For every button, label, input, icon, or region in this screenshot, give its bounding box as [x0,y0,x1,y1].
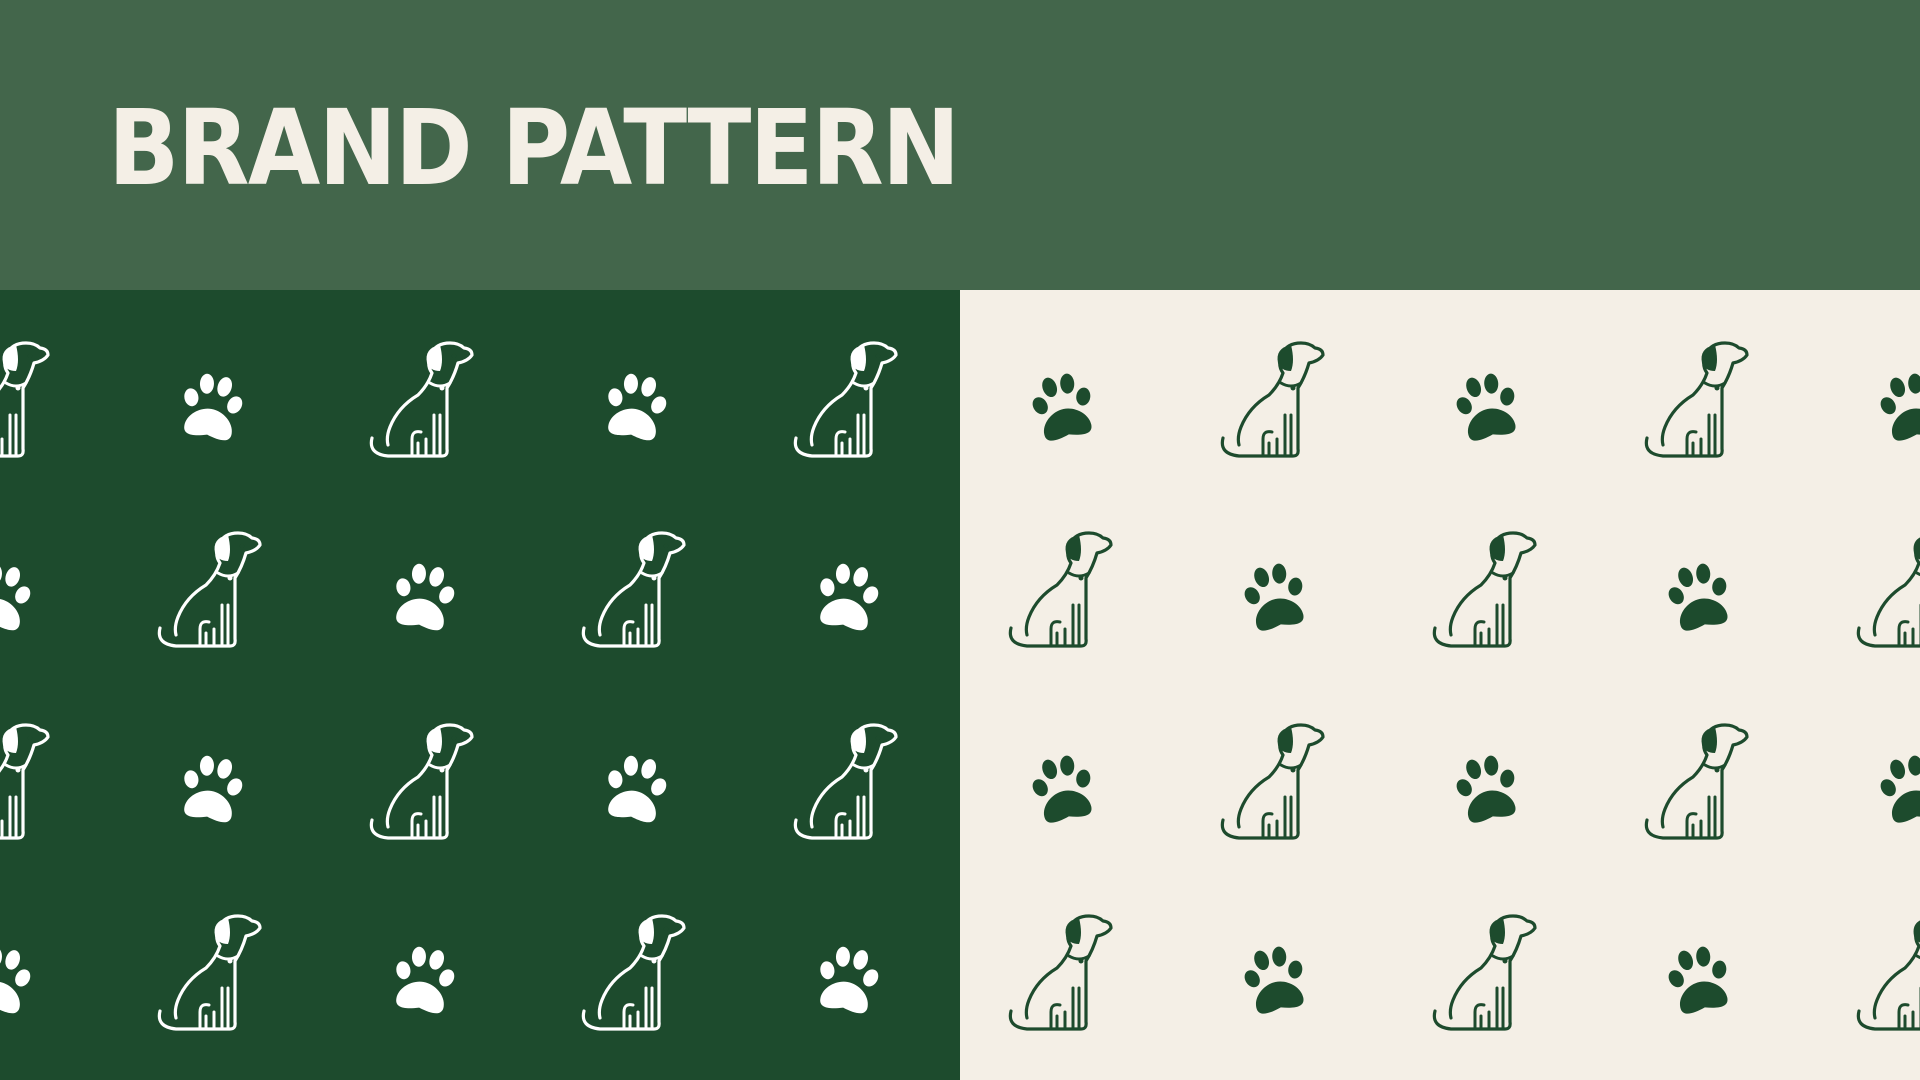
dog-icon [1432,914,1537,1031]
dog-icon [157,531,262,648]
paw-print-icon [1668,946,1728,1014]
header-banner: BRAND PATTERN [0,0,1920,290]
paw-print-icon [1456,373,1516,441]
paw-print-icon [820,563,879,631]
page-title: BRAND PATTERN [108,87,960,209]
paw-print-icon [608,755,667,823]
paw-print-icon [608,373,667,441]
paw-print-icon [1244,563,1304,631]
paw-print-icon [820,946,879,1014]
dog-icon [1220,341,1325,458]
light-pattern-canvas [1008,341,1920,1031]
paw-print-icon [396,563,455,631]
paw-print-icon [1032,373,1092,441]
dog-icon [793,723,898,840]
dog-icon [1856,920,1920,1031]
dog-icon [793,341,898,458]
paw-print-icon [0,946,31,1014]
dog-icon [1008,531,1113,648]
paw-print-icon [1880,755,1920,823]
light-pattern-panel [960,290,1920,1080]
dark-pattern-canvas [0,341,898,1031]
paw-print-icon [184,373,243,441]
dog-icon [369,723,474,840]
dog-icon [581,531,686,648]
dog-icon [0,341,50,458]
paw-print-icon [1456,755,1516,823]
paw-print-icon [0,563,31,631]
paw-print-icon [1668,563,1728,631]
paw-print-icon [1880,373,1920,441]
dark-pattern-panel [0,290,960,1080]
dog-icon [1644,341,1749,458]
paw-print-icon [184,755,243,823]
dog-icon [1432,531,1537,648]
dog-icon [1644,723,1749,840]
dog-icon [1220,723,1325,840]
paw-print-icon [1244,946,1304,1014]
dog-icon [157,914,262,1031]
paw-print-icon [396,946,455,1014]
dog-icon [0,723,50,840]
paw-print-icon [1032,755,1092,823]
dog-icon [369,341,474,458]
dog-icon [1856,537,1920,648]
dog-icon [1008,914,1113,1031]
dog-icon [581,914,686,1031]
